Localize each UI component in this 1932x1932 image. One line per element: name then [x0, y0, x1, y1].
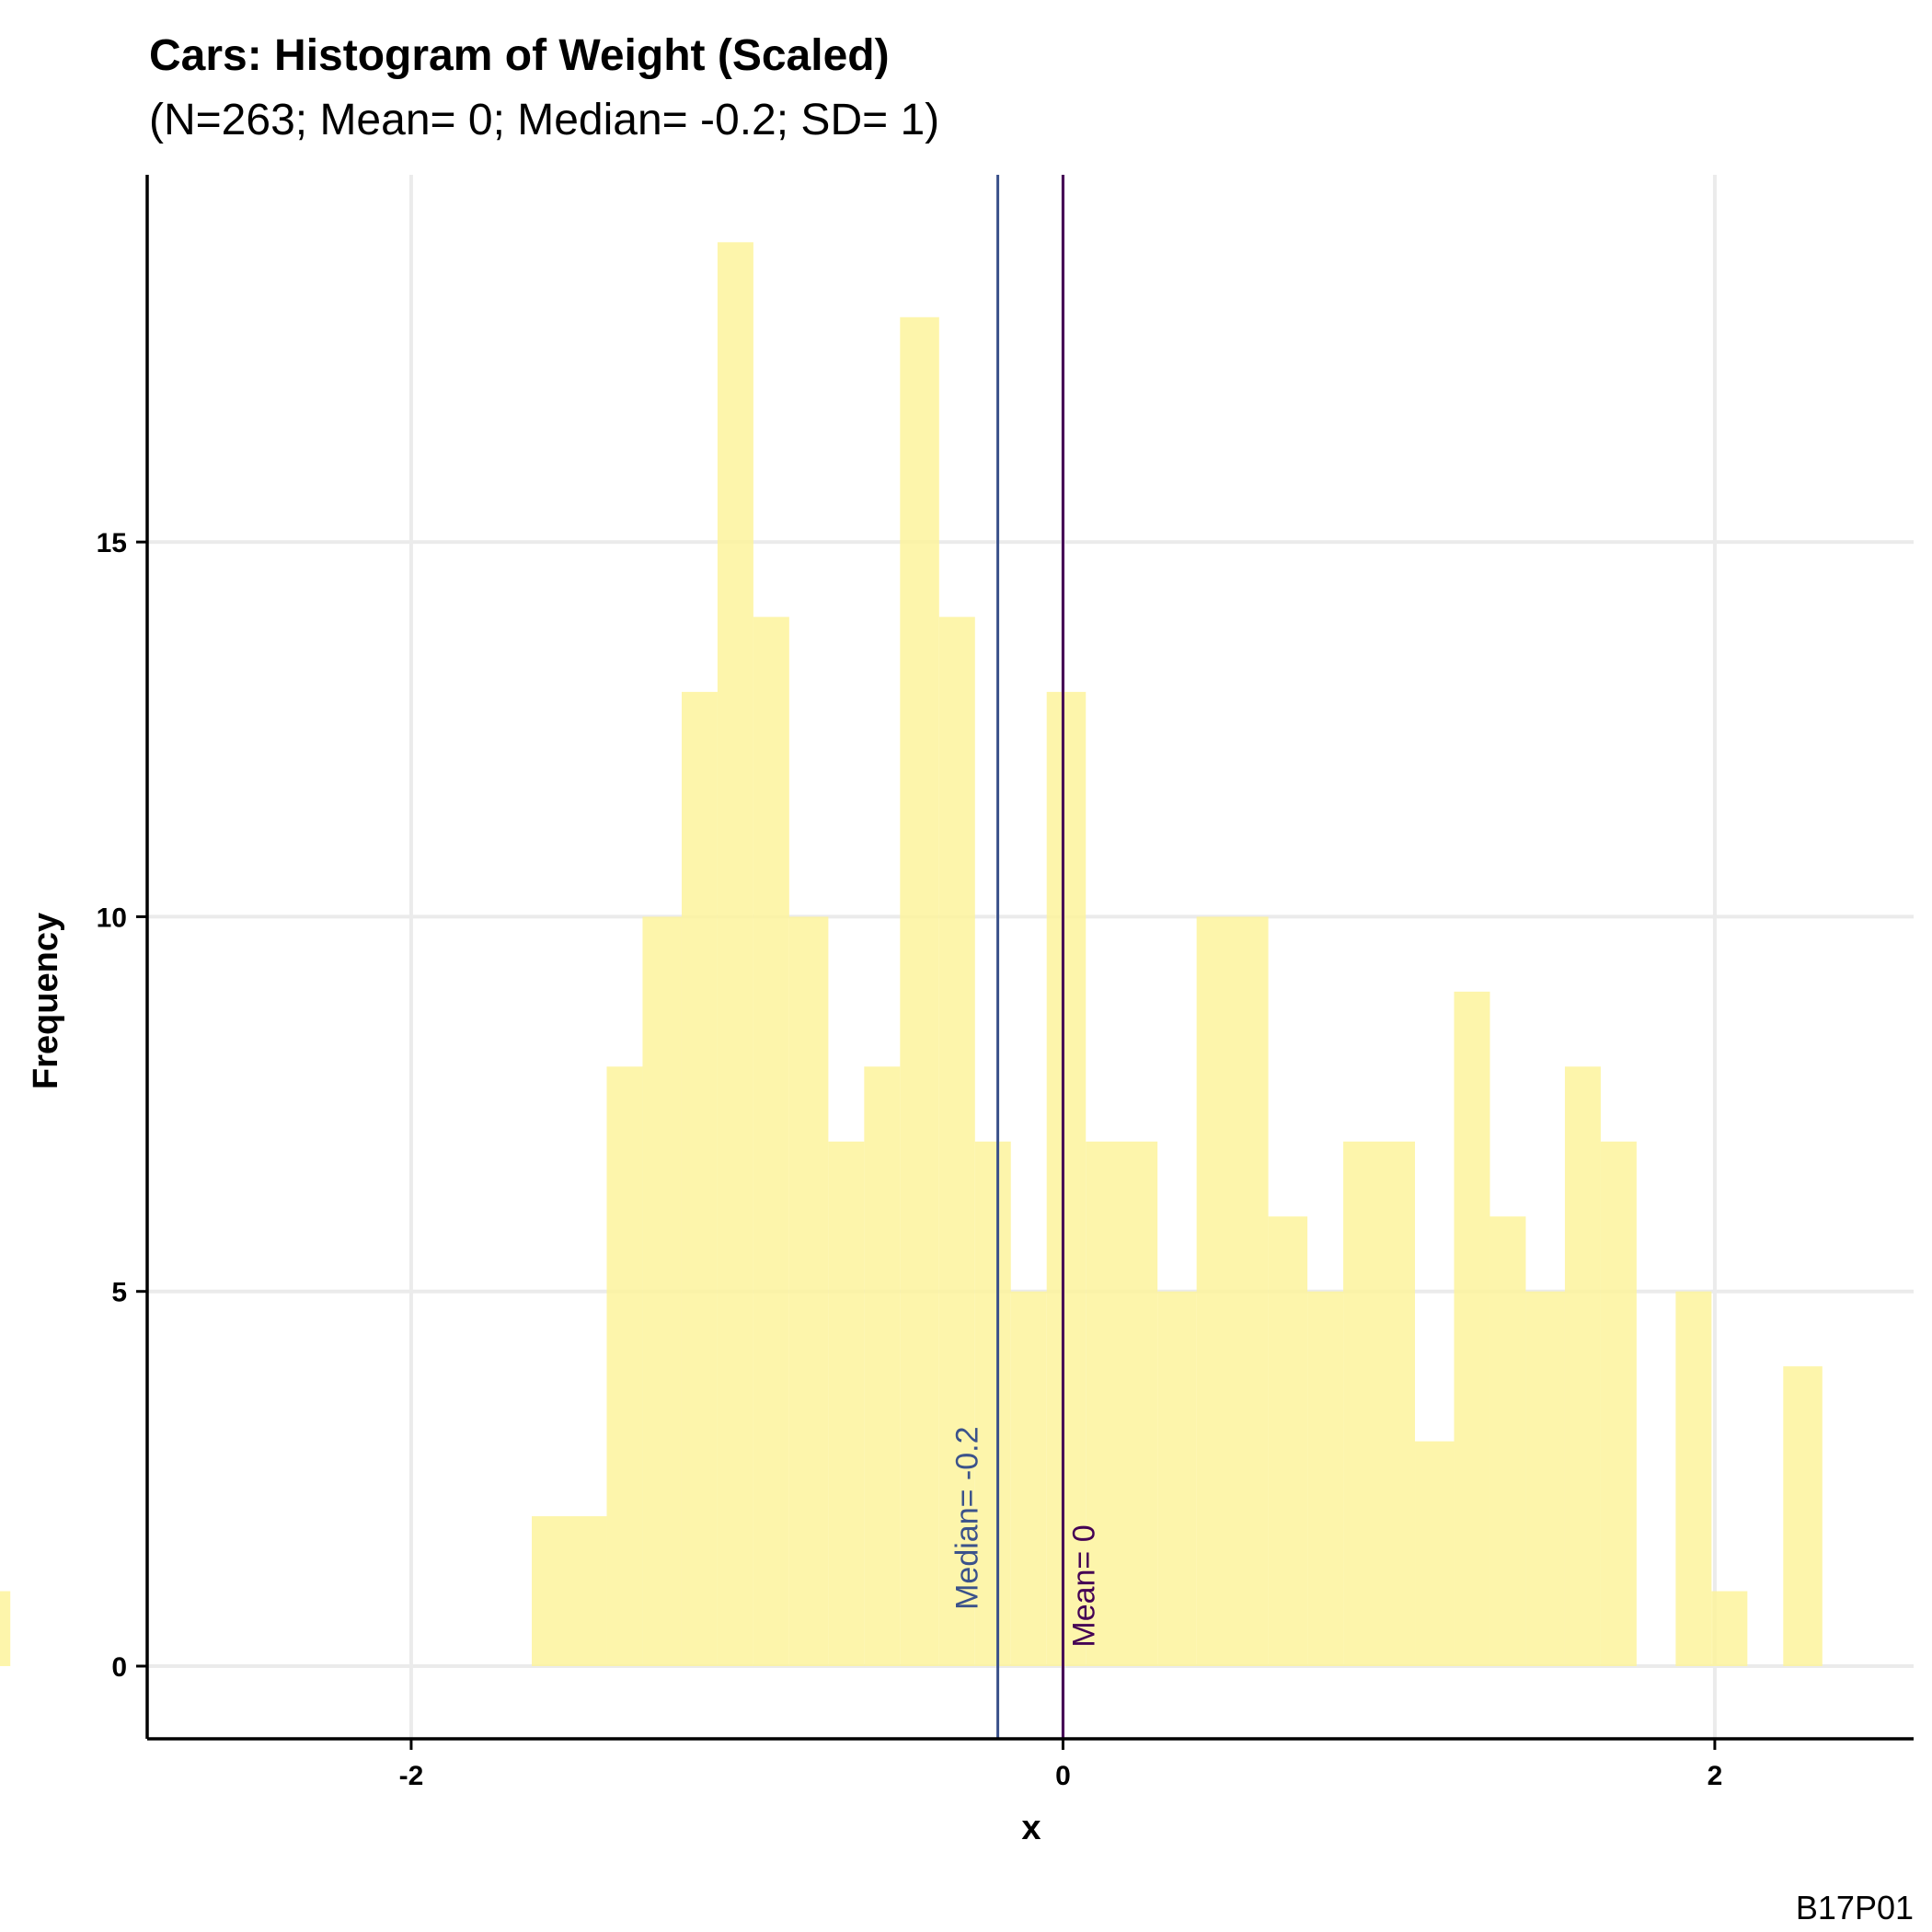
x-tick-label: 2	[1708, 1761, 1723, 1791]
mean-label: Mean= 0	[1066, 1524, 1101, 1647]
histogram-bar	[1268, 1216, 1308, 1666]
reference-lines: Median= -0.2 Mean= 0	[950, 175, 1101, 1739]
histogram-bar	[900, 316, 939, 1666]
histogram-bar	[1010, 1291, 1047, 1666]
y-axis-title: Frequency	[27, 913, 65, 1089]
median-label: Median= -0.2	[950, 1426, 985, 1609]
histogram-bar	[828, 1141, 865, 1666]
histogram-bar	[938, 616, 975, 1666]
histogram-bar	[1196, 916, 1269, 1666]
histogram-bar	[1157, 1291, 1197, 1666]
y-tick-label: 0	[111, 1652, 127, 1683]
histogram-bar	[1525, 1291, 1565, 1666]
y-tick-label: 5	[111, 1278, 127, 1308]
histogram-bar	[864, 1066, 901, 1666]
histogram-bar	[1086, 1141, 1158, 1666]
histogram-bar	[532, 1516, 607, 1666]
histogram-bar	[788, 916, 829, 1666]
axes	[136, 175, 1914, 1750]
tick-labels: 0 5 10 15 -2 0 2	[97, 528, 1723, 1791]
histogram-bars	[0, 242, 1823, 1666]
histogram-bar	[1564, 1066, 1601, 1666]
y-tick-label: 10	[97, 903, 127, 933]
histogram-bar	[1600, 1141, 1637, 1666]
chart-caption: B17P01	[1796, 1889, 1914, 1926]
histogram-bar	[0, 1591, 11, 1666]
histogram-bar	[1489, 1216, 1526, 1666]
histogram-bar	[974, 1141, 1011, 1666]
histogram-bar	[1415, 1441, 1455, 1666]
x-tick-label: 0	[1055, 1761, 1071, 1791]
x-axis-title: x	[1021, 1809, 1041, 1847]
histogram-bar	[1711, 1591, 1748, 1666]
histogram-bar	[1783, 1366, 1823, 1666]
histogram-bar	[717, 242, 753, 1666]
histogram-bar	[1046, 692, 1087, 1666]
chart-subtitle: (N=263; Mean= 0; Median= -0.2; SD= 1)	[149, 96, 939, 144]
histogram-bar	[606, 1066, 643, 1666]
histogram-bar	[681, 692, 718, 1666]
x-tick-label: -2	[399, 1761, 424, 1791]
histogram-bar	[1675, 1291, 1712, 1666]
histogram-bar	[1454, 991, 1490, 1666]
histogram-bar	[1343, 1141, 1416, 1666]
y-tick-label: 15	[97, 528, 127, 558]
histogram-bar	[642, 916, 682, 1666]
histogram-bar	[1307, 1291, 1344, 1666]
chart-title: Cars: Histogram of Weight (Scaled)	[149, 31, 890, 80]
histogram-bar	[753, 616, 789, 1666]
